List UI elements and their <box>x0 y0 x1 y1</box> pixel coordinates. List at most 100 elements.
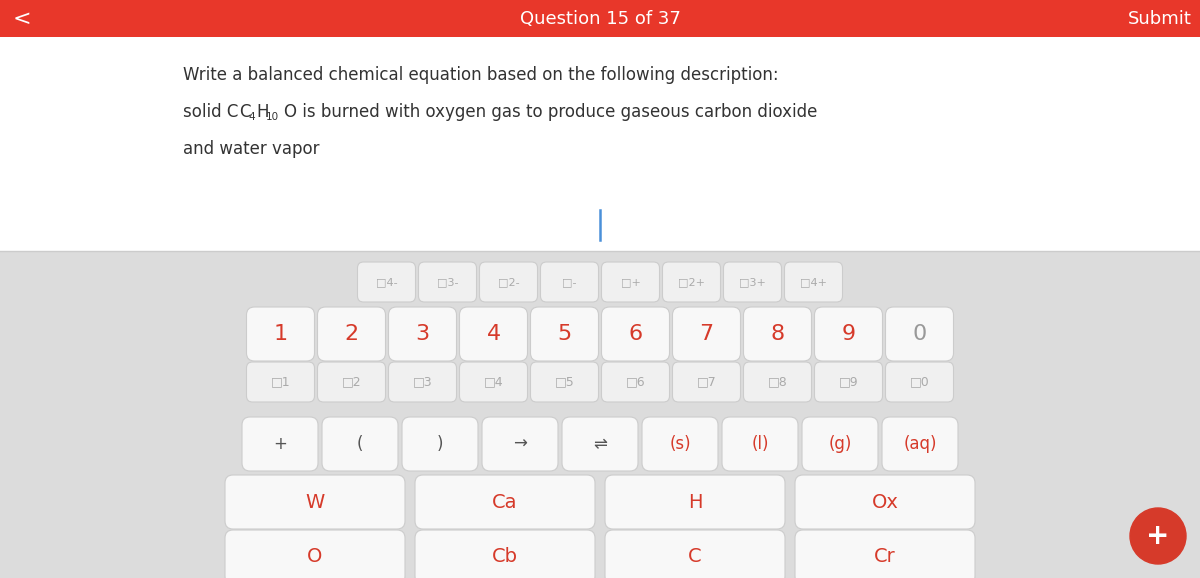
FancyBboxPatch shape <box>460 307 528 361</box>
Text: solid C: solid C <box>182 103 239 121</box>
FancyBboxPatch shape <box>724 262 781 302</box>
FancyBboxPatch shape <box>642 417 718 471</box>
FancyBboxPatch shape <box>785 262 842 302</box>
Text: Submit: Submit <box>1128 9 1192 28</box>
Text: W: W <box>305 492 325 512</box>
Text: C: C <box>688 547 702 566</box>
Text: □4+: □4+ <box>800 277 827 287</box>
Text: □3+: □3+ <box>739 277 766 287</box>
FancyBboxPatch shape <box>226 475 406 529</box>
Text: □-: □- <box>563 277 577 287</box>
Text: 10: 10 <box>266 112 280 122</box>
FancyBboxPatch shape <box>246 307 314 361</box>
FancyBboxPatch shape <box>796 530 974 578</box>
FancyBboxPatch shape <box>796 475 974 529</box>
FancyBboxPatch shape <box>722 417 798 471</box>
Text: □9: □9 <box>839 376 858 388</box>
Text: Ca: Ca <box>492 492 517 512</box>
Text: (s): (s) <box>670 435 691 453</box>
FancyBboxPatch shape <box>246 362 314 402</box>
Text: □5: □5 <box>554 376 575 388</box>
FancyBboxPatch shape <box>460 362 528 402</box>
FancyBboxPatch shape <box>0 37 1200 252</box>
Text: +: + <box>274 435 287 453</box>
Text: O: O <box>307 547 323 566</box>
FancyBboxPatch shape <box>415 475 595 529</box>
FancyBboxPatch shape <box>389 307 456 361</box>
Text: 3: 3 <box>415 324 430 344</box>
FancyBboxPatch shape <box>530 362 599 402</box>
Text: H: H <box>256 103 269 121</box>
Text: □8: □8 <box>768 376 787 388</box>
Text: □4: □4 <box>484 376 503 388</box>
FancyBboxPatch shape <box>605 530 785 578</box>
Text: □2+: □2+ <box>678 277 706 287</box>
FancyBboxPatch shape <box>601 362 670 402</box>
Text: →: → <box>514 435 527 453</box>
Text: 4: 4 <box>486 324 500 344</box>
Text: □2: □2 <box>342 376 361 388</box>
Text: 5: 5 <box>557 324 571 344</box>
Text: C: C <box>239 103 251 121</box>
FancyBboxPatch shape <box>358 262 415 302</box>
Text: □7: □7 <box>697 376 716 388</box>
Text: □3: □3 <box>413 376 432 388</box>
Text: (aq): (aq) <box>904 435 937 453</box>
FancyBboxPatch shape <box>322 417 398 471</box>
FancyBboxPatch shape <box>886 307 954 361</box>
FancyBboxPatch shape <box>562 417 638 471</box>
FancyBboxPatch shape <box>480 262 538 302</box>
FancyBboxPatch shape <box>419 262 476 302</box>
FancyBboxPatch shape <box>882 417 958 471</box>
Text: □4-: □4- <box>376 277 397 287</box>
FancyBboxPatch shape <box>815 307 882 361</box>
Text: Question 15 of 37: Question 15 of 37 <box>520 9 680 28</box>
Text: □6: □6 <box>625 376 646 388</box>
FancyBboxPatch shape <box>415 530 595 578</box>
Text: □1: □1 <box>271 376 290 388</box>
FancyBboxPatch shape <box>815 362 882 402</box>
Text: 0: 0 <box>912 324 926 344</box>
FancyBboxPatch shape <box>601 307 670 361</box>
Text: Write a balanced chemical equation based on the following description:: Write a balanced chemical equation based… <box>182 66 779 84</box>
FancyBboxPatch shape <box>744 362 811 402</box>
Text: 7: 7 <box>700 324 714 344</box>
FancyBboxPatch shape <box>662 262 720 302</box>
FancyBboxPatch shape <box>802 417 878 471</box>
Text: □2-: □2- <box>498 277 520 287</box>
Text: and water vapor: and water vapor <box>182 140 319 158</box>
Text: (g): (g) <box>828 435 852 453</box>
Text: 2: 2 <box>344 324 359 344</box>
FancyBboxPatch shape <box>886 362 954 402</box>
FancyBboxPatch shape <box>672 362 740 402</box>
Text: <: < <box>13 9 31 28</box>
FancyBboxPatch shape <box>605 475 785 529</box>
Circle shape <box>1130 508 1186 564</box>
Text: ): ) <box>437 435 443 453</box>
Text: +: + <box>1146 522 1170 550</box>
Text: □0: □0 <box>910 376 929 388</box>
Text: □+: □+ <box>620 277 641 287</box>
FancyBboxPatch shape <box>530 307 599 361</box>
FancyBboxPatch shape <box>226 530 406 578</box>
FancyBboxPatch shape <box>318 362 385 402</box>
Text: 6: 6 <box>629 324 642 344</box>
Text: (: ( <box>356 435 364 453</box>
FancyBboxPatch shape <box>744 307 811 361</box>
Text: (l): (l) <box>751 435 769 453</box>
FancyBboxPatch shape <box>0 252 1200 578</box>
Text: 9: 9 <box>841 324 856 344</box>
FancyBboxPatch shape <box>389 362 456 402</box>
FancyBboxPatch shape <box>242 417 318 471</box>
Text: □3-: □3- <box>437 277 458 287</box>
Text: H: H <box>688 492 702 512</box>
FancyBboxPatch shape <box>672 307 740 361</box>
Text: 1: 1 <box>274 324 288 344</box>
FancyBboxPatch shape <box>318 307 385 361</box>
Text: Cr: Cr <box>874 547 896 566</box>
Text: O is burned with oxygen gas to produce gaseous carbon dioxide: O is burned with oxygen gas to produce g… <box>284 103 817 121</box>
FancyBboxPatch shape <box>402 417 478 471</box>
FancyBboxPatch shape <box>601 262 660 302</box>
FancyBboxPatch shape <box>482 417 558 471</box>
FancyBboxPatch shape <box>540 262 599 302</box>
